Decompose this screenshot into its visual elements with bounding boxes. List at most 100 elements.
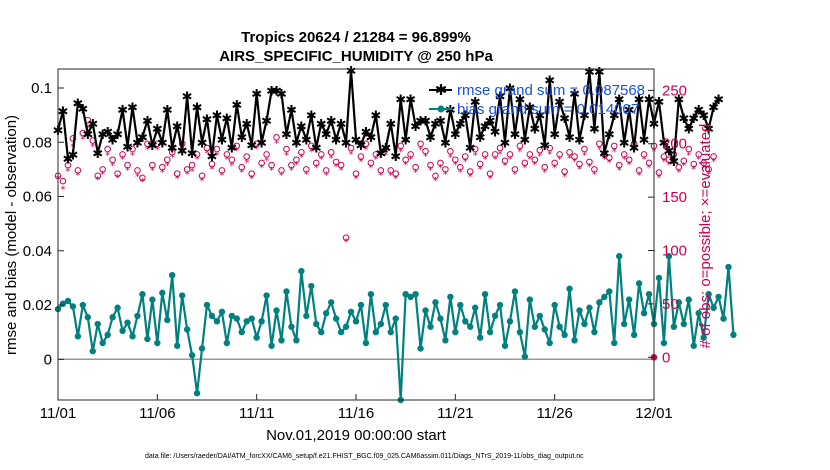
bias-point xyxy=(273,307,280,314)
obs-possible-point xyxy=(606,154,613,161)
bias-point xyxy=(596,299,603,306)
bias-point xyxy=(531,323,538,330)
obs-evaluated-point: * xyxy=(334,162,339,173)
bias-point xyxy=(99,339,106,347)
legend-bias-marker xyxy=(437,105,445,113)
rmse-point: ✱ xyxy=(221,112,232,127)
obs-possible-point xyxy=(377,167,385,174)
bias-series xyxy=(54,253,737,404)
bias-point xyxy=(223,339,231,347)
y-right-tick-label: 250 xyxy=(662,82,687,99)
rmse-point: ✱ xyxy=(445,104,456,119)
obs-possible-point xyxy=(596,140,603,148)
obs-possible-point xyxy=(392,170,400,177)
obs-evaluated-point: * xyxy=(711,157,716,168)
obs-possible-point xyxy=(69,135,77,142)
obs-possible-point xyxy=(303,166,310,173)
obs-evaluated-point: * xyxy=(507,155,512,166)
obs-possible-point xyxy=(541,163,549,171)
obs-evaluated-point: * xyxy=(622,155,627,166)
obs-evaluated-point: * xyxy=(219,171,224,182)
bias-point xyxy=(218,308,226,316)
bias-point xyxy=(491,312,499,320)
obs-possible-point xyxy=(149,161,156,169)
obs-possible-point xyxy=(412,163,419,171)
rmse-point: ✱ xyxy=(216,134,227,149)
obs-evaluated-point: * xyxy=(319,155,324,166)
obs-possible-point xyxy=(437,159,444,167)
x-tick-label: 12/01 xyxy=(635,405,673,422)
x-tick-label: 11/26 xyxy=(536,405,572,422)
bias-point xyxy=(635,280,643,287)
bias-point xyxy=(387,328,394,336)
rmse-point: ✱ xyxy=(346,64,357,79)
rmse-point: ✱ xyxy=(624,104,635,119)
bias-point xyxy=(119,327,126,335)
rmse-point: ✱ xyxy=(629,142,640,157)
obs-evaluated-point: * xyxy=(493,155,498,166)
rmse-point: ✱ xyxy=(281,128,292,143)
rmse-point: ✱ xyxy=(505,82,516,97)
bias-point xyxy=(382,301,389,309)
bias-point xyxy=(467,323,474,330)
obs-evaluated-point: * xyxy=(567,154,572,165)
obs-possible-point xyxy=(680,157,688,165)
bias-point xyxy=(670,323,678,330)
obs-possible-point xyxy=(228,156,236,164)
obs-evaluated-point: * xyxy=(517,147,522,158)
obs-evaluated-point: * xyxy=(627,160,632,171)
chart-title-line2: AIRS_SPECIFIC_HUMIDITY @ 250 hPa xyxy=(219,48,493,65)
obs-evaluated-point: * xyxy=(488,174,493,185)
rmse-point: ✱ xyxy=(713,93,724,108)
obs-evaluated-point: * xyxy=(349,149,354,160)
rmse-point: ✱ xyxy=(480,120,491,135)
rmse-point: ✱ xyxy=(579,109,590,124)
bias-point xyxy=(551,301,558,309)
obs-evaluated-point: * xyxy=(120,155,125,166)
bias-point xyxy=(144,335,151,343)
obs-evaluated-point: * xyxy=(110,161,115,172)
obs-evaluated-point: * xyxy=(557,155,562,166)
obs-possible-point xyxy=(705,166,712,173)
bias-point xyxy=(521,353,529,360)
bias-point xyxy=(74,333,82,340)
bias-point xyxy=(79,301,87,309)
bias-point xyxy=(203,301,211,309)
rmse-point: ✱ xyxy=(639,134,650,149)
obs-evaluated-point: * xyxy=(130,150,135,161)
rmse-point: ✱ xyxy=(311,142,322,157)
obs-possible-point xyxy=(486,170,494,177)
obs-evaluated-point: * xyxy=(438,163,443,174)
obs-possible-point xyxy=(526,151,534,158)
obs-evaluated-point: * xyxy=(572,157,577,168)
y-right-tick-label: 200 xyxy=(662,136,687,153)
obs-evaluated-point: * xyxy=(522,163,527,174)
bias-point xyxy=(561,331,568,339)
rmse-point: ✱ xyxy=(187,147,198,162)
obs-possible-point xyxy=(640,151,648,158)
rmse-point: ✱ xyxy=(663,144,674,159)
obs-evaluated-point: * xyxy=(617,165,622,176)
bias-point xyxy=(546,339,553,347)
rmse-point: ✱ xyxy=(683,123,694,138)
obs-possible-point xyxy=(561,168,568,175)
rmse-point: ✱ xyxy=(405,93,416,108)
legend: ✱ rmse grand sum = 0.087568 bias grand s… xyxy=(429,81,645,118)
bias-point xyxy=(402,290,409,298)
x-tick-label: 11/16 xyxy=(338,405,374,422)
obs-possible-point xyxy=(253,140,260,148)
bias-point xyxy=(89,347,96,355)
obs-evaluated-point: * xyxy=(552,163,557,174)
bias-point xyxy=(472,304,479,311)
obs-evaluated-point: * xyxy=(254,144,259,155)
rmse-point: ✱ xyxy=(291,136,302,151)
rmse-point: ✱ xyxy=(321,128,332,143)
rmse-point: ✱ xyxy=(673,93,684,108)
bias-point xyxy=(193,390,201,397)
bias-point xyxy=(586,304,593,311)
bias-point xyxy=(134,312,141,320)
obs-evaluated-point: * xyxy=(418,145,423,156)
obs-evaluated-point: * xyxy=(274,139,279,150)
rmse-point: ✱ xyxy=(390,150,401,165)
obs-evaluated-point: * xyxy=(160,168,165,179)
